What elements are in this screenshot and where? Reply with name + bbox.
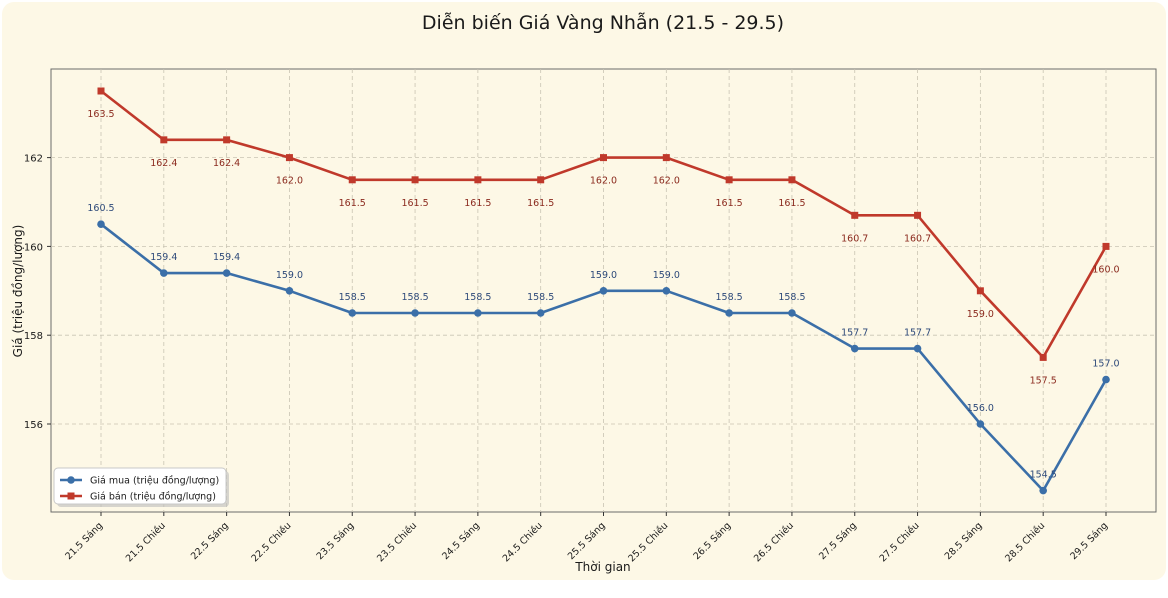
data-label: 157.0 — [1092, 359, 1119, 370]
x-axis-label: Thời gian — [574, 560, 630, 574]
data-label: 160.7 — [841, 233, 868, 244]
data-point — [348, 176, 356, 184]
y-tick-label: 162 — [24, 154, 43, 165]
data-label: 160.7 — [904, 233, 931, 244]
data-point — [914, 211, 922, 219]
data-point — [222, 269, 231, 277]
data-point — [285, 154, 293, 162]
y-axis-ticks: 156 158 160 162 — [24, 154, 51, 431]
data-point — [788, 309, 796, 317]
y-tick-label: 160 — [24, 242, 43, 253]
data-point — [97, 220, 105, 228]
data-point — [851, 211, 859, 219]
chart-background — [2, 2, 1166, 580]
data-label: 158.5 — [464, 292, 491, 303]
legend-label: Giá mua (triệu đồng/lượng) — [90, 476, 219, 487]
series-layer: 160.5 159.4 159.4 159.0 158.5 158.5 158.5 158.5… — [87, 87, 1120, 495]
data-label: 156.0 — [967, 403, 994, 414]
data-point — [976, 287, 984, 295]
data-label: 162.0 — [590, 176, 617, 187]
legend: Giá mua (triệu đồng/lượng) Giá bán (triệu… — [53, 467, 229, 507]
data-point — [1039, 486, 1047, 495]
data-label: 154.5 — [1030, 470, 1057, 481]
data-point — [725, 309, 733, 317]
y-tick-label: 158 — [24, 331, 43, 342]
data-point — [1039, 353, 1047, 361]
data-point — [537, 176, 545, 184]
series-sell: 163.5 162.4 162.4 162.0 161.5 161.5 161.5 161.5… — [87, 87, 1120, 386]
data-label: 159.4 — [150, 252, 177, 263]
data-point — [411, 309, 419, 317]
data-label: 159.0 — [590, 270, 617, 281]
data-label: 158.5 — [339, 292, 366, 303]
data-label: 158.5 — [527, 292, 554, 303]
data-label: 159.0 — [276, 270, 303, 281]
legend-swatch-marker — [67, 492, 75, 500]
data-label: 157.7 — [841, 328, 868, 339]
data-label: 159.4 — [213, 252, 240, 263]
data-point — [850, 344, 859, 353]
data-point — [223, 136, 231, 144]
data-point — [160, 269, 168, 277]
data-label: 162.0 — [653, 176, 680, 187]
legend-label: Giá bán (triệu đồng/lượng) — [90, 492, 216, 503]
data-label: 162.0 — [276, 176, 303, 187]
chart-title: Diễn biến Giá Vàng Nhẫn (21.5 - 29.5) — [422, 11, 784, 34]
data-point — [97, 87, 105, 95]
data-point — [725, 176, 733, 184]
data-label: 161.5 — [778, 198, 805, 209]
data-point — [474, 309, 482, 317]
data-label: 160.5 — [87, 203, 114, 214]
series-buy: 160.5 159.4 159.4 159.0 158.5 158.5 158.5 158.5… — [87, 203, 1120, 495]
data-point — [662, 154, 670, 162]
legend-swatch-marker — [67, 476, 75, 484]
data-point — [788, 176, 796, 184]
data-point — [285, 287, 294, 295]
data-label: 163.5 — [87, 109, 114, 120]
data-point — [976, 420, 985, 428]
data-label: 161.5 — [716, 198, 743, 209]
data-point — [348, 309, 357, 317]
data-point — [536, 309, 545, 317]
data-point — [600, 154, 607, 162]
data-label: 158.5 — [716, 292, 743, 303]
legend-box — [53, 467, 227, 505]
data-label: 157.7 — [904, 328, 931, 339]
data-label: 157.5 — [1030, 375, 1057, 386]
data-label: 162.4 — [213, 158, 240, 169]
data-point — [160, 136, 168, 144]
data-label: 160.0 — [1092, 264, 1119, 275]
data-label: 161.5 — [401, 198, 428, 209]
data-point — [662, 287, 671, 295]
data-label: 161.5 — [339, 198, 366, 209]
data-point — [599, 287, 608, 295]
data-label: 162.4 — [150, 158, 177, 169]
data-point — [474, 176, 482, 184]
y-axis-label: Giá (triệu đồng/lượng) — [11, 225, 25, 358]
y-tick-label: 156 — [24, 420, 43, 431]
data-label: 159.0 — [967, 309, 994, 320]
data-point — [913, 344, 922, 353]
data-label: 158.5 — [401, 292, 428, 303]
data-point — [1102, 375, 1110, 384]
data-label: 158.5 — [778, 292, 805, 303]
data-label: 161.5 — [464, 198, 491, 209]
data-point — [1102, 242, 1110, 250]
data-label: 161.5 — [527, 198, 554, 209]
data-point — [411, 176, 419, 184]
data-label: 159.0 — [653, 270, 680, 281]
